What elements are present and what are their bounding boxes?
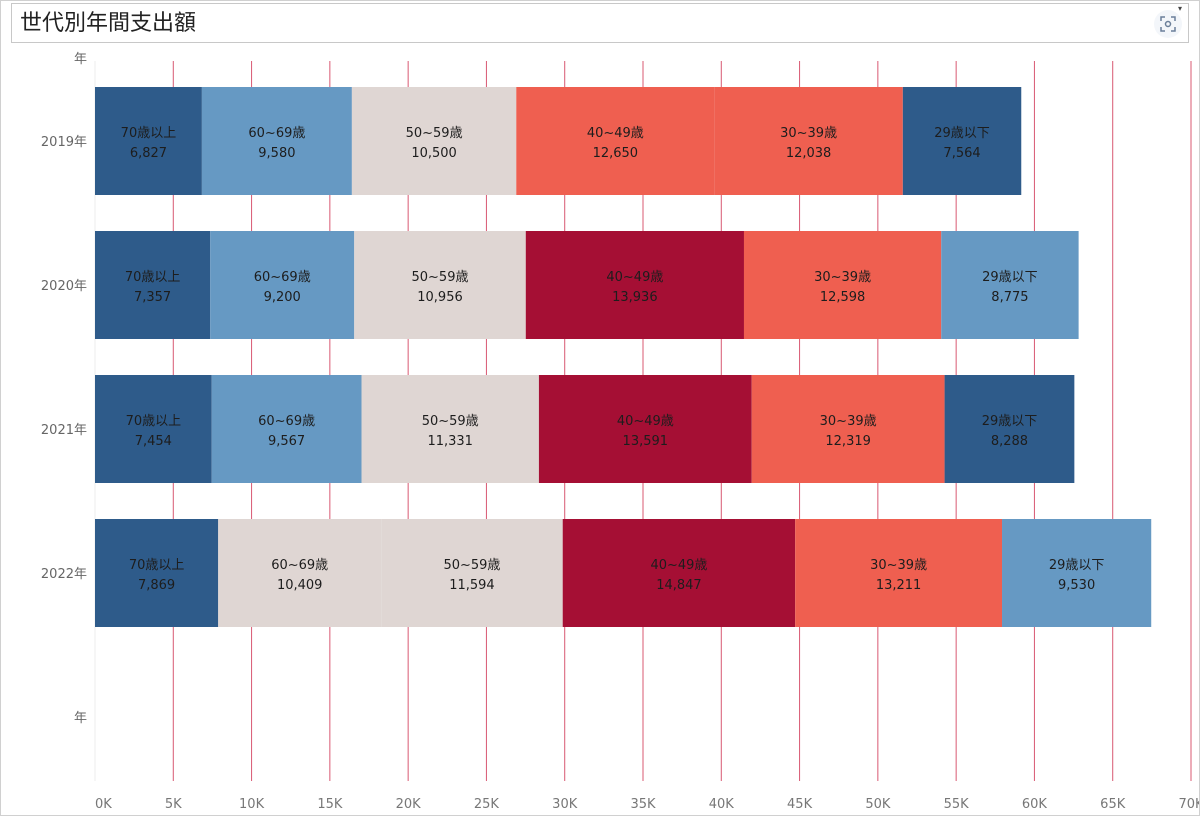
focus-frame-icon[interactable] (1154, 10, 1182, 38)
stacked-bar-chart: 0K 5K 10K 15K 20K 25K 30K 35K 40K 45K 50K 55K 60K 65K… (41, 52, 1199, 812)
bar-segment (538, 375, 752, 483)
segment-group-label: 29歳以下 (982, 270, 1038, 285)
segment-group-label: 70歳以上 (121, 126, 177, 141)
x-tick-label: 35K (630, 797, 656, 812)
bar-segment (95, 87, 202, 195)
bar-segment (95, 519, 219, 627)
segment-value-label: 13,591 (623, 434, 669, 449)
bar-segment (1002, 519, 1152, 627)
x-tick-label: 60K (1022, 797, 1048, 812)
row-label: 年 (74, 711, 87, 726)
segment-value-label: 12,650 (593, 146, 639, 161)
segment-value-label: 12,598 (820, 290, 866, 305)
segment-group-label: 40~49歳 (617, 414, 674, 429)
caret-down-icon[interactable]: ▾ (1178, 4, 1183, 13)
segment-value-label: 11,594 (449, 578, 495, 593)
bar-segment (354, 231, 526, 339)
bar-segment (201, 87, 352, 195)
segment-group-label: 30~39歳 (814, 270, 871, 285)
row-label: 2020年 (41, 279, 87, 294)
bar-segment (751, 375, 945, 483)
bar-segment (944, 375, 1075, 483)
segment-value-label: 10,956 (417, 290, 463, 305)
segment-group-label: 30~39歳 (820, 414, 877, 429)
segment-value-label: 10,409 (277, 578, 323, 593)
x-tick-label: 40K (709, 797, 735, 812)
segment-group-label: 40~49歳 (606, 270, 663, 285)
x-tick-label: 65K (1100, 797, 1126, 812)
segment-group-label: 50~59歳 (443, 558, 500, 573)
segment-value-label: 9,580 (258, 146, 295, 161)
bar-segment (361, 375, 539, 483)
bar-segment (351, 87, 517, 195)
bar-segment (562, 519, 796, 627)
bar-segment (795, 519, 1003, 627)
segment-group-label: 40~49歳 (587, 126, 644, 141)
row-label: 2022年 (41, 567, 87, 582)
segment-group-label: 29歳以下 (1049, 558, 1105, 573)
bar-segment (381, 519, 563, 627)
x-tick-label: 25K (474, 797, 500, 812)
segment-group-label: 40~49歳 (650, 558, 707, 573)
title-bar: 世代別年間支出額 ▾ (11, 3, 1189, 43)
segment-group-label: 60~69歳 (271, 558, 328, 573)
segment-value-label: 12,038 (786, 146, 832, 161)
segment-group-label: 70歳以上 (129, 558, 185, 573)
bar-segment (902, 87, 1022, 195)
x-tick-label: 30K (552, 797, 578, 812)
segment-value-label: 6,827 (130, 146, 167, 161)
row-header-label: 年 (74, 52, 87, 67)
segment-value-label: 7,869 (138, 578, 175, 593)
segment-group-label: 29歳以下 (982, 414, 1038, 429)
segment-value-label: 9,200 (264, 290, 301, 305)
x-tick-label: 45K (787, 797, 813, 812)
segment-group-label: 30~39歳 (870, 558, 927, 573)
x-tick-label: 55K (944, 797, 970, 812)
x-tick-label: 50K (865, 797, 891, 812)
segment-value-label: 14,847 (656, 578, 702, 593)
bar-segment (743, 231, 942, 339)
x-tick-label: 5K (165, 797, 182, 812)
segment-value-label: 9,567 (268, 434, 305, 449)
x-tick-label: 15K (317, 797, 343, 812)
segment-group-label: 60~69歳 (258, 414, 315, 429)
segment-group-label: 60~69歳 (248, 126, 305, 141)
segment-value-label: 7,357 (134, 290, 171, 305)
segment-group-label: 50~59歳 (422, 414, 479, 429)
bar-segment (941, 231, 1079, 339)
segment-value-label: 13,211 (876, 578, 922, 593)
bar-segment (210, 231, 355, 339)
segment-group-label: 29歳以下 (934, 126, 990, 141)
bar-segment (95, 231, 211, 339)
bar-segment (95, 375, 212, 483)
segment-value-label: 7,564 (943, 146, 980, 161)
chart-title: 世代別年間支出額 (20, 11, 197, 36)
row-label: 2019年 (41, 135, 87, 150)
x-tick-label: 0K (95, 797, 112, 812)
bar-segment (516, 87, 715, 195)
bar-segment (525, 231, 744, 339)
segment-group-label: 70歳以上 (125, 270, 181, 285)
x-tick-label: 10K (239, 797, 265, 812)
bar-segment (218, 519, 382, 627)
segment-value-label: 8,775 (991, 290, 1028, 305)
segment-group-label: 60~69歳 (254, 270, 311, 285)
segment-value-label: 10,500 (411, 146, 457, 161)
x-tick-label: 70K (1178, 797, 1199, 812)
segment-group-label: 50~59歳 (406, 126, 463, 141)
bar-segment (211, 375, 362, 483)
segment-value-label: 12,319 (825, 434, 871, 449)
segment-group-label: 50~59歳 (412, 270, 469, 285)
segment-value-label: 7,454 (135, 434, 172, 449)
segment-value-label: 8,288 (991, 434, 1028, 449)
segment-group-label: 30~39歳 (780, 126, 837, 141)
segment-value-label: 9,530 (1058, 578, 1095, 593)
segment-value-label: 11,331 (427, 434, 473, 449)
segment-value-label: 13,936 (612, 290, 658, 305)
segment-group-label: 70歳以上 (126, 414, 182, 429)
x-tick-label: 20K (396, 797, 422, 812)
bar-segment (714, 87, 903, 195)
row-label: 2021年 (41, 423, 87, 438)
